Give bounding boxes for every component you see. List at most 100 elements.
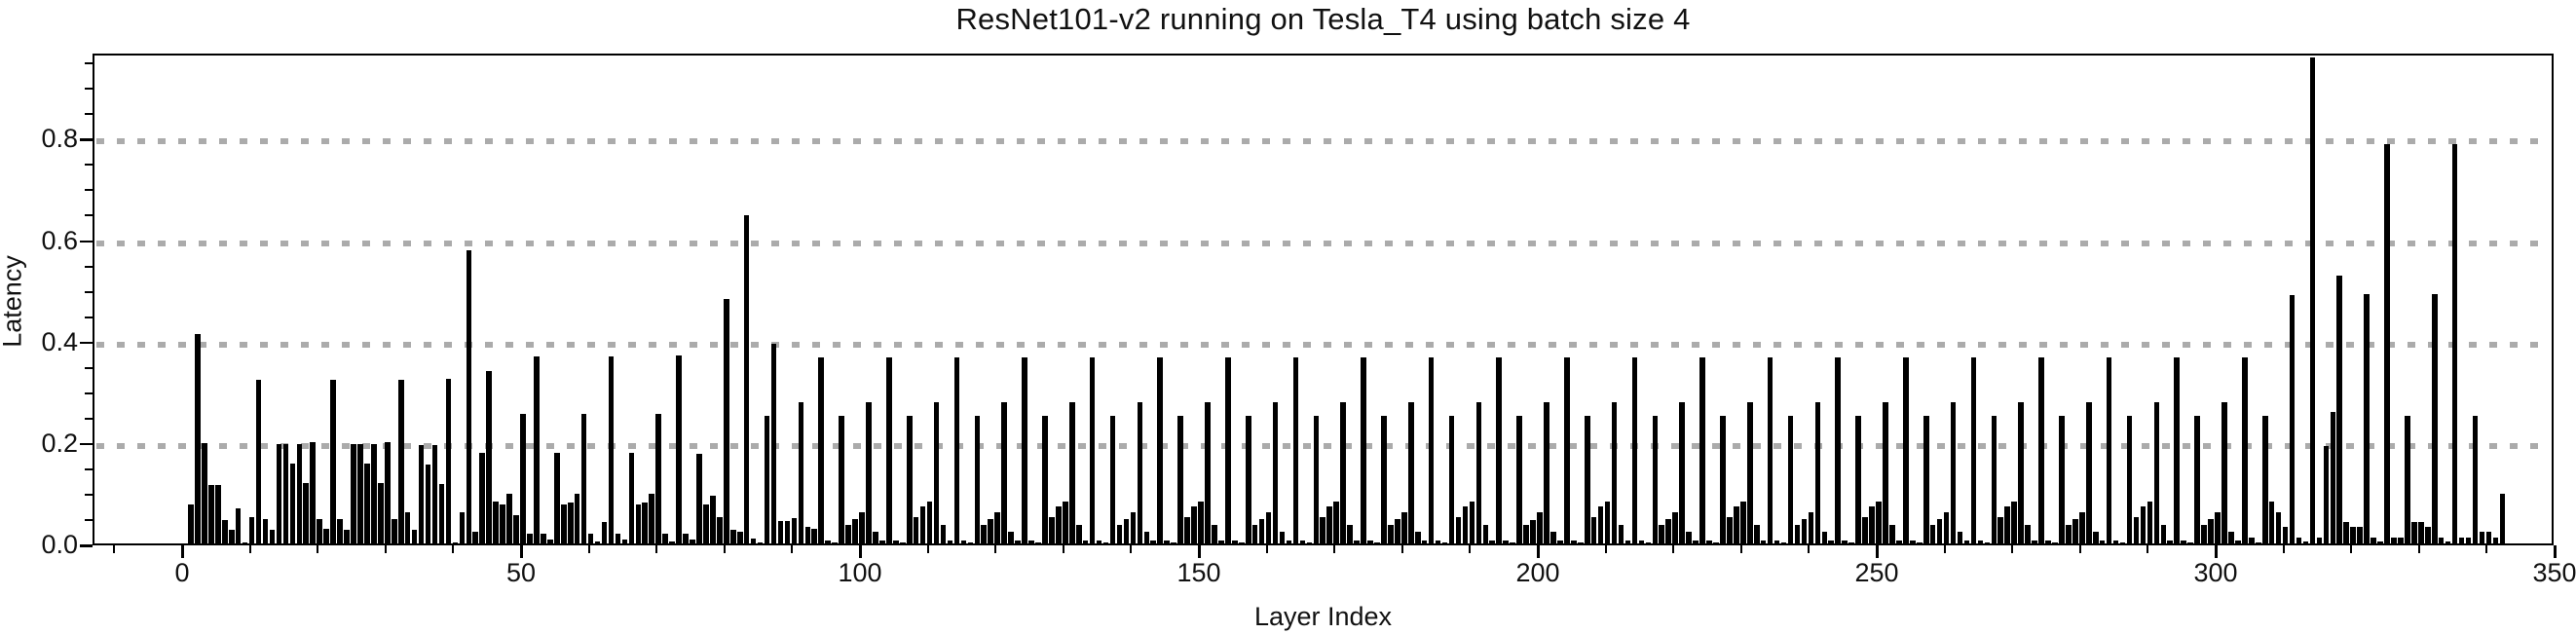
bar xyxy=(547,540,553,545)
x-major-tick xyxy=(1198,545,1201,558)
bar xyxy=(1753,524,1760,545)
bar xyxy=(1523,524,1529,545)
y-minor-tick xyxy=(85,62,93,65)
bar xyxy=(750,538,757,545)
bar xyxy=(1503,540,1509,545)
bar xyxy=(1916,541,1923,545)
y-major-tick xyxy=(80,240,93,243)
bar xyxy=(2099,541,2106,545)
bar xyxy=(2316,537,2323,545)
bar xyxy=(330,380,336,545)
bar xyxy=(188,504,194,545)
bar xyxy=(1571,540,1577,545)
bar xyxy=(1320,516,1326,545)
bar xyxy=(2465,537,2472,545)
bar xyxy=(784,521,791,545)
bar xyxy=(1361,357,1366,545)
bar xyxy=(1354,541,1360,545)
x-tick-label: 250 xyxy=(1854,558,1899,587)
bar xyxy=(743,214,750,545)
plot-area xyxy=(93,54,2554,545)
bar xyxy=(296,444,303,545)
bar xyxy=(1475,401,1482,545)
bar xyxy=(2126,416,2133,545)
x-minor-tick xyxy=(1739,545,1742,553)
bar xyxy=(2255,541,2261,545)
bar xyxy=(1205,401,1211,545)
y-minor-tick xyxy=(85,366,93,369)
bar xyxy=(2112,540,2119,545)
bar xyxy=(1814,401,1821,545)
bar xyxy=(2187,541,2193,545)
x-minor-tick xyxy=(1672,545,1675,553)
bar xyxy=(1251,524,1258,545)
x-minor-tick xyxy=(655,545,658,553)
bar xyxy=(1482,524,1489,545)
bar xyxy=(1713,541,1719,545)
bar xyxy=(587,534,594,545)
bar xyxy=(2221,401,2227,545)
x-major-tick xyxy=(520,545,523,558)
bar xyxy=(852,519,858,545)
bar xyxy=(899,541,906,545)
bar xyxy=(1977,540,1984,545)
bar xyxy=(431,444,438,545)
bar xyxy=(2025,524,2031,545)
bar xyxy=(1340,401,1346,545)
bar xyxy=(1638,540,1645,545)
y-minor-tick xyxy=(85,189,93,192)
bar xyxy=(791,517,798,545)
gridline xyxy=(96,138,2550,145)
bar xyxy=(493,502,499,545)
bar xyxy=(1388,524,1394,545)
bar xyxy=(2085,401,2092,545)
bar xyxy=(371,444,377,545)
bar xyxy=(1835,357,1842,545)
bar xyxy=(1544,401,1549,545)
bar xyxy=(1191,506,1197,545)
bar xyxy=(479,453,486,545)
bar xyxy=(1991,416,1997,545)
x-tick-label: 200 xyxy=(1515,558,1560,587)
bar xyxy=(690,540,695,545)
bar xyxy=(1604,502,1611,545)
bar xyxy=(1767,357,1773,545)
bar xyxy=(1787,416,1794,545)
bar xyxy=(1693,541,1699,545)
bar xyxy=(445,378,452,545)
bar xyxy=(1164,540,1170,545)
bar xyxy=(1184,516,1190,545)
bar xyxy=(1869,506,1875,545)
x-minor-tick xyxy=(1469,545,1472,553)
bar xyxy=(1734,506,1739,545)
bar xyxy=(2499,494,2506,545)
y-minor-tick xyxy=(85,290,93,293)
bar xyxy=(2160,524,2167,545)
bar xyxy=(1177,416,1183,545)
bar xyxy=(947,541,953,545)
y-major-tick xyxy=(80,138,93,141)
bar xyxy=(1929,524,1936,545)
bar xyxy=(893,540,899,545)
bar xyxy=(1760,541,1767,545)
x-minor-tick xyxy=(1943,545,1946,553)
bar xyxy=(262,518,269,545)
bar xyxy=(391,518,397,545)
x-minor-tick xyxy=(1604,545,1607,553)
bar xyxy=(1564,357,1570,545)
bar xyxy=(960,540,967,545)
x-minor-tick xyxy=(2282,545,2285,553)
bar xyxy=(1035,541,1041,545)
bar xyxy=(1910,540,1916,545)
bar xyxy=(1780,541,1787,545)
y-minor-tick xyxy=(85,88,93,91)
x-minor-tick xyxy=(2147,545,2149,553)
y-major-tick xyxy=(80,544,93,547)
bar xyxy=(1794,524,1801,545)
bar xyxy=(1063,502,1068,545)
bar xyxy=(1407,401,1414,545)
bar xyxy=(1299,540,1306,545)
y-minor-tick xyxy=(85,518,93,521)
bar xyxy=(2032,541,2037,545)
bar xyxy=(1225,357,1231,545)
